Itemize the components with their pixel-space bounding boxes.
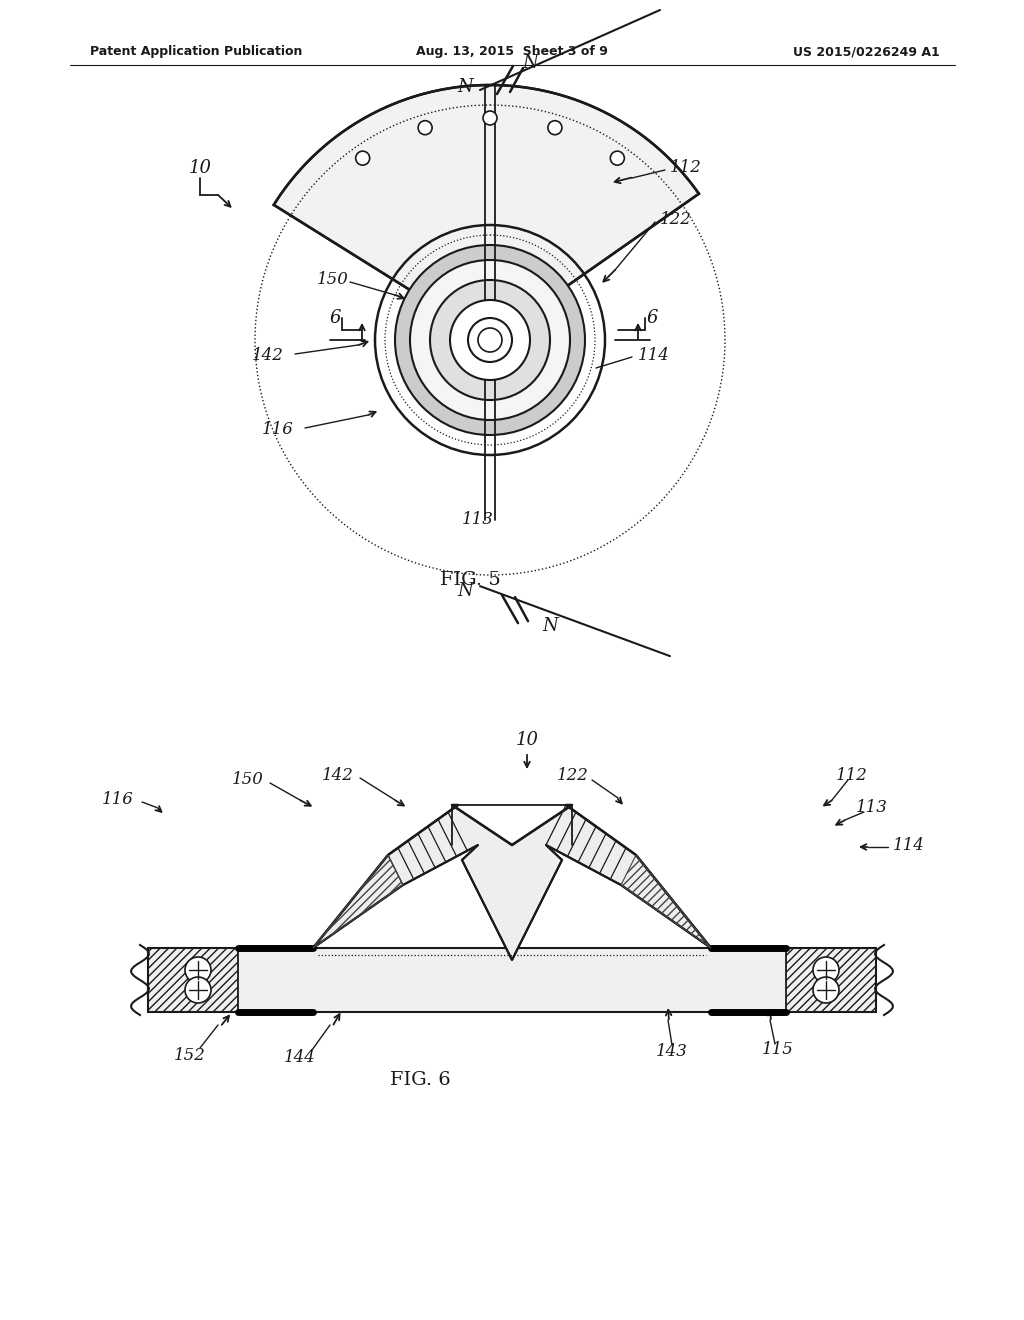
Polygon shape — [273, 84, 699, 327]
Text: 114: 114 — [893, 837, 925, 854]
Circle shape — [610, 152, 625, 165]
Circle shape — [450, 300, 530, 380]
Bar — [786, 948, 876, 1012]
Text: 10: 10 — [515, 731, 539, 748]
Circle shape — [185, 957, 211, 983]
Polygon shape — [313, 805, 711, 960]
Circle shape — [483, 111, 497, 125]
Text: N: N — [457, 78, 473, 96]
Text: N: N — [522, 54, 538, 73]
Text: 112: 112 — [670, 160, 701, 177]
Text: Aug. 13, 2015  Sheet 3 of 9: Aug. 13, 2015 Sheet 3 of 9 — [416, 45, 608, 58]
Text: 114: 114 — [638, 346, 670, 363]
Text: N: N — [457, 582, 473, 601]
Text: FIG. 5: FIG. 5 — [439, 572, 501, 589]
Text: Patent Application Publication: Patent Application Publication — [90, 45, 302, 58]
Text: 150: 150 — [232, 771, 264, 788]
Text: N: N — [542, 618, 558, 635]
Text: 150: 150 — [317, 272, 349, 289]
Text: 6: 6 — [330, 309, 341, 327]
Text: 10: 10 — [188, 158, 212, 177]
Text: 122: 122 — [660, 211, 692, 228]
Text: FIG. 6: FIG. 6 — [389, 1071, 451, 1089]
Circle shape — [486, 337, 494, 345]
Text: 122: 122 — [557, 767, 589, 784]
Circle shape — [548, 120, 562, 135]
Circle shape — [813, 957, 839, 983]
Text: 112: 112 — [836, 767, 868, 784]
Circle shape — [430, 280, 550, 400]
Circle shape — [468, 318, 512, 362]
Circle shape — [478, 327, 502, 352]
Circle shape — [395, 246, 585, 436]
Text: 6: 6 — [646, 309, 657, 327]
Text: 144: 144 — [284, 1049, 316, 1067]
Text: 152: 152 — [174, 1047, 206, 1064]
Text: 142: 142 — [323, 767, 354, 784]
Text: 113: 113 — [856, 800, 888, 817]
Circle shape — [185, 977, 211, 1003]
Text: 116: 116 — [262, 421, 294, 438]
Text: US 2015/0226249 A1: US 2015/0226249 A1 — [794, 45, 940, 58]
Circle shape — [813, 977, 839, 1003]
Text: 115: 115 — [762, 1041, 794, 1059]
Text: 143: 143 — [656, 1044, 688, 1060]
Text: 113: 113 — [462, 511, 494, 528]
Circle shape — [355, 152, 370, 165]
Circle shape — [410, 260, 570, 420]
Text: 142: 142 — [252, 346, 284, 363]
Text: 116: 116 — [102, 792, 134, 808]
Bar — [148, 948, 876, 1012]
Bar — [148, 948, 238, 1012]
Circle shape — [418, 120, 432, 135]
